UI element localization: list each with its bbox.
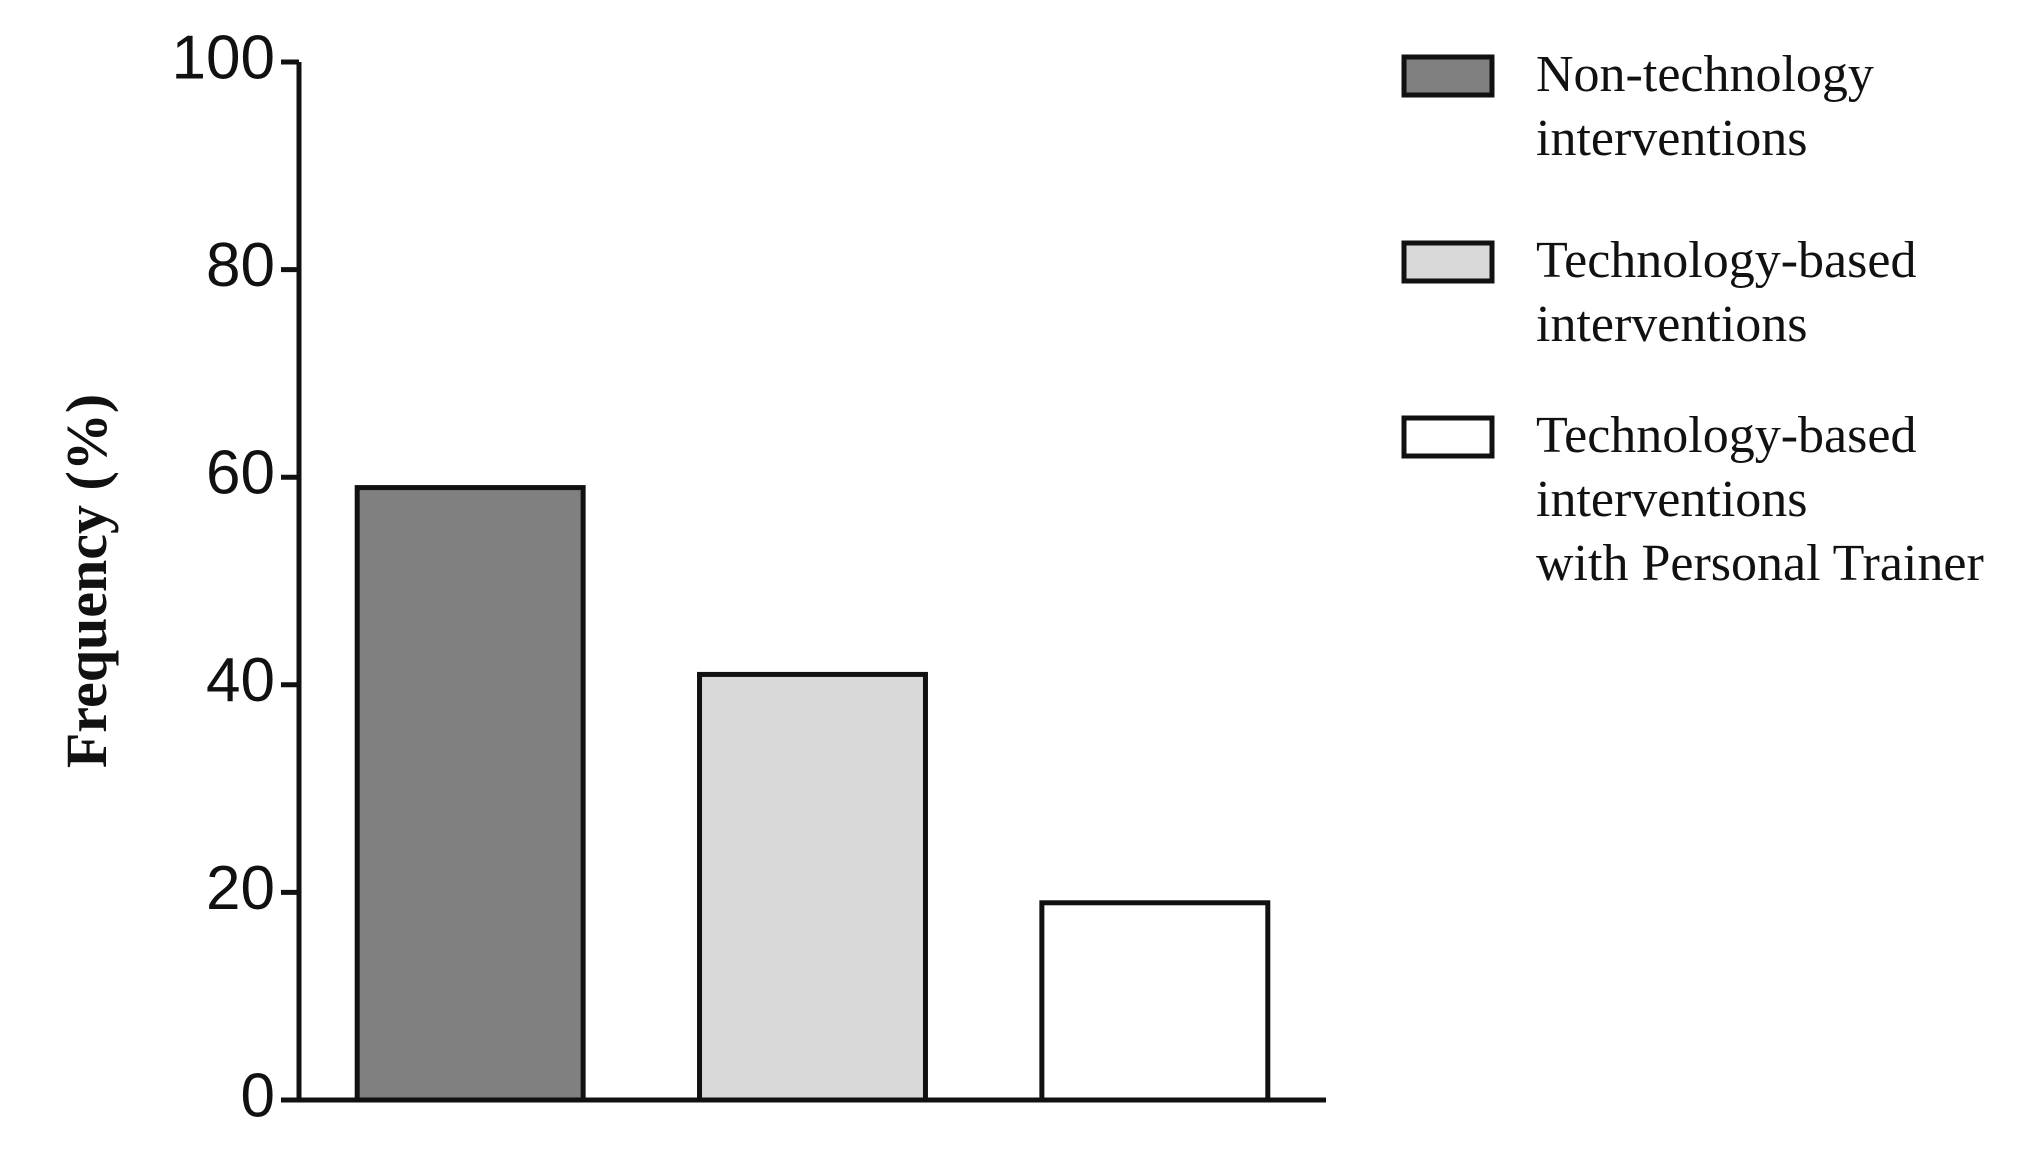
bar	[697, 671, 928, 1103]
y-tick-label: 0	[241, 1061, 275, 1130]
bar	[354, 485, 586, 1103]
legend-swatch	[1401, 240, 1495, 284]
legend-label: Non-technology interventions	[1536, 46, 1874, 167]
y-tick-label: 100	[172, 23, 275, 92]
legend-label: Technology-based interventions	[1536, 232, 1917, 353]
bar	[1039, 900, 1271, 1103]
legend-swatch	[1401, 54, 1495, 98]
y-axis-label: Frequency (%)	[54, 394, 119, 768]
y-tick-label: 40	[206, 646, 275, 715]
y-tick-label: 80	[206, 231, 275, 300]
y-tick-label: 20	[206, 854, 275, 923]
legend-swatch	[1401, 415, 1495, 459]
legend-label: Technology-based interventions with Pers…	[1536, 407, 1984, 592]
y-tick-label: 60	[206, 439, 275, 508]
